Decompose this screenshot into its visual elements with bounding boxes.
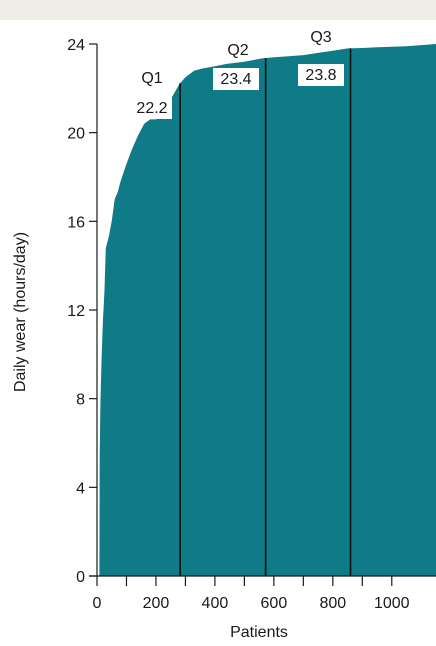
y-tick-label: 20 [67,126,85,143]
y-tick-label: 16 [67,214,85,231]
quartile-name-q3: Q3 [310,29,331,46]
y-tick-label: 24 [67,37,85,54]
y-tick-label: 4 [76,480,85,497]
top-band [0,0,436,20]
quartile-name-q1: Q1 [141,70,162,87]
y-tick-label: 0 [76,569,85,586]
area-fill [99,44,436,576]
quartile-labels: Q1 22.2 Q2 23.4 Q3 23.8 [132,29,344,119]
y-axis: 0 4 8 12 16 20 24 [67,37,98,586]
quartile-value-box-q3 [298,64,344,86]
quartile-value-q2: 23.4 [220,71,251,88]
x-tick-label: 400 [202,595,229,612]
quartile-value-q3: 23.8 [305,67,336,84]
x-tick-label: 600 [261,595,288,612]
quartile-value-box-q2 [213,68,259,90]
x-tick-label: 200 [143,595,170,612]
y-tick-label: 8 [76,392,85,409]
quartile-name-q2: Q2 [227,42,248,59]
x-tick-label: 800 [319,595,346,612]
quartile-value-box-q1 [132,97,172,119]
x-tick-label: 0 [93,595,102,612]
x-axis-label: Patients [230,624,288,641]
y-axis-label: Daily wear (hours/day) [12,232,29,392]
y-tick-label: 12 [67,303,85,320]
x-tick-label: 1000 [374,595,410,612]
quartile-lines [179,48,352,576]
quartile-value-q1: 22.2 [136,100,167,117]
x-axis: 0 200 400 600 800 1000 [89,575,436,612]
